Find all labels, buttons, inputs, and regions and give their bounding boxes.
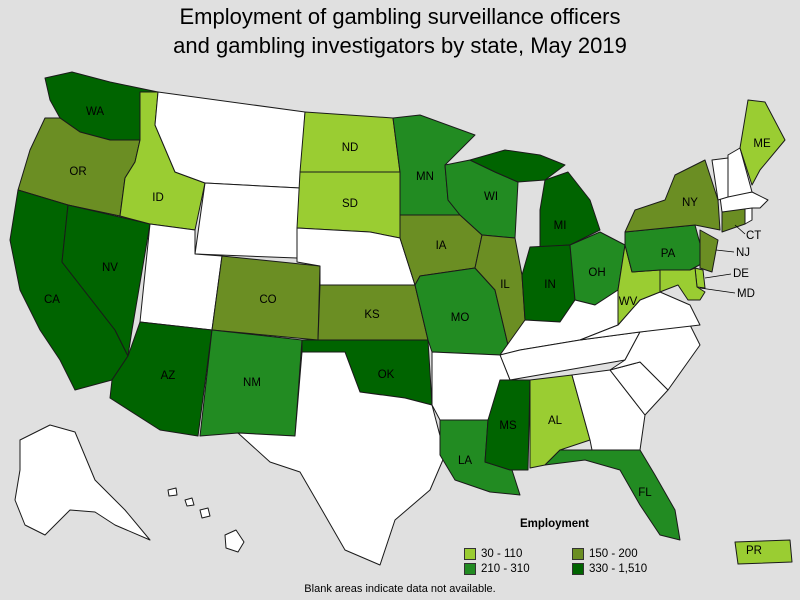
state-NH[interactable] (727, 147, 753, 198)
state-HI-island-3[interactable] (184, 497, 195, 507)
state-label-MS: MS (499, 420, 517, 432)
legend-label: 210 - 310 (481, 563, 530, 575)
state-label-PA: PA (661, 248, 676, 260)
legend-title: Employment (520, 518, 590, 530)
map-title: Employment of gambling surveillance offi… (0, 0, 800, 60)
state-label-OR: OR (69, 166, 86, 178)
state-HI[interactable] (224, 529, 245, 553)
state-label-MI: MI (554, 220, 567, 232)
state-label-AL: AL (548, 415, 563, 427)
state-FL[interactable] (544, 449, 681, 541)
map-title-line-1: Employment of gambling surveillance offi… (179, 4, 621, 29)
legend-swatch (464, 563, 476, 575)
state-WY[interactable] (194, 182, 301, 259)
legend-label: 30 - 110 (481, 548, 523, 560)
state-label-ID: ID (152, 192, 164, 204)
state-TX[interactable] (237, 351, 446, 566)
state-label-ND: ND (342, 142, 359, 154)
state-label-WA: WA (86, 106, 104, 118)
legend-item-30-110: 30 - 110 (464, 548, 522, 560)
map-title-line-2: and gambling investigators by state, May… (173, 33, 627, 58)
state-label-OH: OH (588, 267, 605, 279)
legend-item-150-200: 150 - 200 (572, 548, 638, 560)
legend-swatch (464, 548, 476, 560)
leader-line-DE (704, 273, 732, 279)
legend-item-330-1510: 330 - 1,510 (572, 563, 647, 575)
state-MS[interactable] (484, 379, 531, 471)
state-label-MN: MN (416, 171, 434, 183)
state-label-SD: SD (342, 198, 358, 210)
leader-line-NJ (715, 249, 735, 253)
state-label-NJ: NJ (736, 247, 750, 259)
legend-swatch (572, 563, 584, 575)
state-HI-island-2[interactable] (199, 507, 211, 519)
state-label-IL: IL (500, 279, 510, 291)
state-label-IA: IA (436, 240, 447, 252)
state-NY[interactable] (624, 159, 721, 233)
state-label-KS: KS (364, 309, 380, 321)
state-label-CT: CT (746, 230, 761, 242)
state-label-LA: LA (458, 455, 472, 467)
state-label-WI: WI (484, 191, 498, 203)
state-label-DE: DE (733, 268, 749, 280)
legend-label: 150 - 200 (589, 548, 638, 560)
state-MD[interactable] (659, 267, 706, 301)
state-PR[interactable] (734, 539, 793, 565)
state-label-NM: NM (243, 377, 261, 389)
state-label-ME: ME (753, 138, 771, 150)
legend-swatch (572, 548, 584, 560)
state-label-NY: NY (682, 197, 698, 209)
state-label-MO: MO (451, 312, 470, 324)
leader-line-CT (734, 224, 746, 235)
state-label-FL: FL (638, 487, 652, 499)
state-ME[interactable] (739, 99, 786, 186)
state-label-OK: OK (378, 369, 395, 381)
state-label-AZ: AZ (161, 370, 176, 382)
state-label-WV: WV (619, 296, 638, 308)
state-AK[interactable] (14, 424, 151, 541)
leader-line-MD (699, 287, 736, 294)
state-HI-island-4[interactable] (167, 487, 178, 497)
footnote: Blank areas indicate data not available. (304, 583, 496, 595)
state-label-CA: CA (44, 294, 60, 306)
legend-item-210-310: 210 - 310 (464, 563, 530, 575)
state-NJ[interactable] (699, 229, 719, 273)
state-label-NV: NV (102, 262, 118, 274)
state-label-MD: MD (737, 288, 755, 300)
legend-label: 330 - 1,510 (589, 563, 648, 575)
state-RI[interactable] (744, 207, 753, 225)
state-MI-upper[interactable] (469, 149, 566, 183)
state-label-IN: IN (544, 279, 556, 291)
state-label-PR: PR (746, 545, 762, 557)
state-label-CO: CO (259, 294, 276, 306)
